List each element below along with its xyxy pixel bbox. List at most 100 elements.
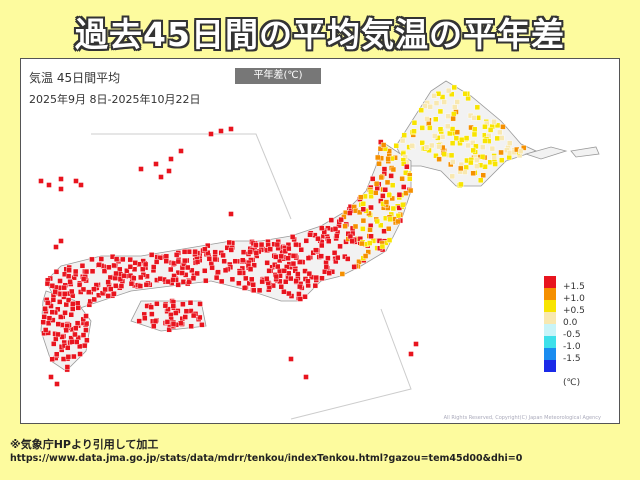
station-marker bbox=[53, 336, 59, 342]
station-marker bbox=[243, 275, 249, 282]
station-marker bbox=[53, 269, 60, 275]
station-marker bbox=[422, 103, 428, 109]
station-marker bbox=[149, 311, 155, 317]
station-marker bbox=[359, 240, 365, 247]
station-marker bbox=[117, 276, 124, 282]
station-marker bbox=[228, 126, 234, 132]
station-marker bbox=[72, 268, 79, 275]
station-marker bbox=[158, 174, 164, 180]
station-marker bbox=[178, 148, 184, 154]
station-marker bbox=[170, 303, 177, 309]
legend-swatch bbox=[544, 324, 556, 336]
station-marker bbox=[41, 314, 47, 320]
station-marker bbox=[202, 268, 208, 274]
station-marker bbox=[374, 218, 380, 225]
station-marker bbox=[179, 270, 185, 276]
station-marker bbox=[458, 181, 464, 188]
station-marker bbox=[469, 140, 476, 146]
station-marker bbox=[240, 249, 247, 255]
station-marker bbox=[297, 283, 303, 290]
station-marker bbox=[331, 250, 338, 256]
station-marker bbox=[205, 249, 211, 256]
station-marker bbox=[76, 282, 83, 288]
station-marker bbox=[424, 116, 430, 122]
station-marker bbox=[450, 159, 456, 165]
station-marker bbox=[77, 351, 83, 357]
legend-label: -1.0 bbox=[563, 342, 581, 352]
station-marker bbox=[54, 381, 60, 387]
station-marker bbox=[168, 312, 174, 318]
station-marker bbox=[74, 320, 81, 326]
station-marker bbox=[66, 267, 72, 273]
station-marker bbox=[154, 301, 160, 307]
station-marker bbox=[157, 255, 163, 261]
station-marker bbox=[42, 327, 49, 333]
station-marker bbox=[89, 256, 95, 263]
map-panel: 気温 45日間平均 2025年9月 8日-2025年10月22日 平年差(℃) … bbox=[20, 58, 620, 424]
station-marker bbox=[58, 176, 64, 182]
station-marker bbox=[463, 164, 469, 171]
inset-border-line bbox=[91, 133, 292, 220]
station-marker bbox=[474, 157, 480, 163]
station-marker bbox=[55, 331, 61, 338]
station-marker bbox=[221, 258, 227, 264]
station-marker bbox=[396, 192, 403, 198]
station-marker bbox=[247, 266, 254, 272]
station-marker bbox=[319, 242, 325, 249]
legend-unit: (℃) bbox=[563, 378, 581, 388]
station-marker bbox=[399, 137, 406, 144]
station-marker bbox=[69, 339, 75, 345]
station-marker bbox=[48, 374, 54, 380]
station-marker bbox=[228, 247, 235, 253]
station-marker bbox=[62, 310, 68, 316]
station-marker bbox=[267, 246, 273, 252]
station-marker bbox=[315, 235, 321, 242]
station-marker bbox=[286, 290, 292, 297]
station-marker bbox=[89, 268, 96, 275]
station-marker bbox=[360, 206, 367, 212]
station-marker bbox=[50, 297, 57, 303]
station-marker bbox=[418, 107, 424, 113]
station-marker bbox=[288, 356, 294, 362]
station-marker bbox=[436, 143, 442, 150]
station-marker bbox=[226, 239, 232, 246]
station-marker bbox=[378, 174, 385, 181]
station-marker bbox=[368, 189, 374, 195]
station-marker bbox=[112, 283, 119, 289]
station-marker bbox=[127, 256, 133, 263]
source-url[interactable]: https://www.data.jma.go.jp/stats/data/md… bbox=[10, 453, 523, 464]
station-marker bbox=[449, 140, 456, 146]
station-marker bbox=[360, 201, 367, 207]
station-marker bbox=[108, 286, 114, 292]
station-marker bbox=[445, 87, 452, 94]
station-marker bbox=[170, 321, 177, 327]
station-marker bbox=[307, 231, 313, 238]
station-marker bbox=[465, 142, 471, 149]
station-marker bbox=[249, 276, 255, 283]
station-marker bbox=[454, 129, 461, 135]
station-marker bbox=[347, 210, 353, 216]
station-marker bbox=[431, 93, 437, 99]
station-marker bbox=[407, 187, 414, 194]
station-marker bbox=[449, 91, 455, 97]
japan-temperature-map bbox=[38, 80, 600, 420]
station-marker bbox=[153, 259, 160, 265]
station-marker bbox=[209, 264, 215, 271]
legend-swatch bbox=[544, 348, 556, 360]
station-marker bbox=[471, 131, 478, 138]
station-marker bbox=[468, 159, 474, 166]
station-marker bbox=[175, 282, 181, 288]
station-marker bbox=[384, 179, 391, 186]
station-marker bbox=[328, 217, 335, 223]
station-marker bbox=[49, 309, 55, 315]
station-marker bbox=[181, 249, 188, 255]
station-marker bbox=[313, 247, 319, 253]
station-marker bbox=[140, 266, 146, 272]
station-marker bbox=[313, 274, 319, 281]
station-marker bbox=[128, 280, 135, 287]
station-marker bbox=[63, 327, 69, 334]
station-marker bbox=[380, 142, 387, 148]
station-marker bbox=[404, 164, 410, 170]
station-marker bbox=[403, 190, 409, 196]
station-marker bbox=[369, 176, 376, 182]
